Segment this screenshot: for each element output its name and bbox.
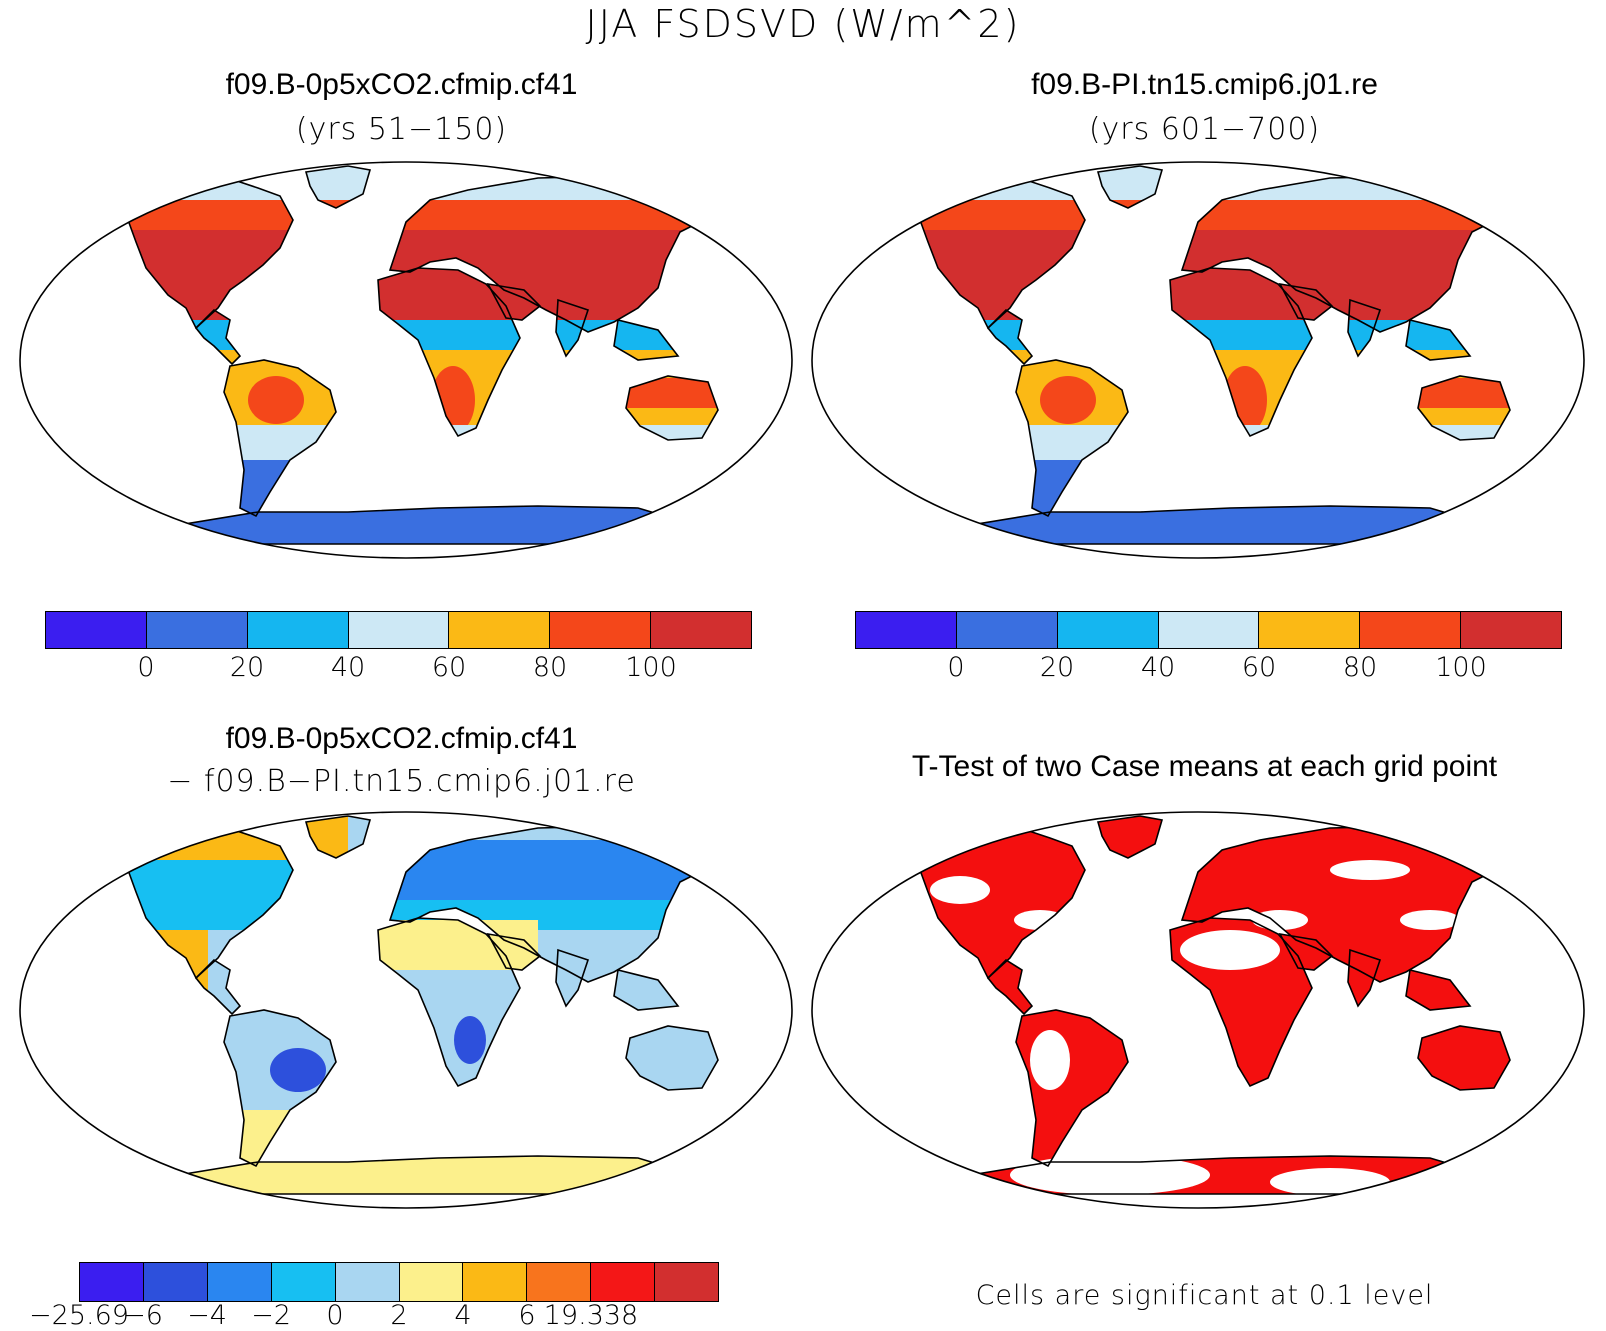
- colorbar-segment: [550, 612, 652, 648]
- colorbar-segment: [1158, 612, 1260, 648]
- colorbar-tick-label: −4: [187, 1300, 227, 1331]
- colorbar-tick-label: 19.338: [543, 1300, 639, 1331]
- colorbar-tick-label: −2: [251, 1300, 291, 1331]
- colorbar-segment: [1259, 612, 1361, 648]
- colorbar-segment: [655, 1263, 719, 1301]
- colorbar-tick-label: 80: [532, 652, 568, 683]
- colorbar-segment: [80, 1263, 144, 1301]
- colorbar-segment: [651, 612, 752, 648]
- panel-br-title: T-Test of two Case means at each grid po…: [911, 750, 1498, 783]
- map-panel-tl: [19, 161, 793, 559]
- colorbar-tick-label: −25.69: [29, 1300, 129, 1331]
- colorbar-segment: [591, 1263, 656, 1301]
- colorbar-segment: [1360, 612, 1462, 648]
- colorbar-diff: [79, 1262, 719, 1302]
- colorbar-segment: [856, 612, 957, 648]
- colorbar-segment: [449, 612, 551, 648]
- colorbar-segment: [207, 1263, 272, 1301]
- colorbar-segment: [335, 1263, 400, 1301]
- colorbar-tick-label: 20: [1039, 652, 1075, 683]
- colorbar-tick-label: 100: [1435, 652, 1487, 683]
- colorbar-segment: [463, 1263, 528, 1301]
- colorbar-segment: [348, 612, 450, 648]
- colorbar-segment: [143, 1263, 208, 1301]
- colorbar-segment: [46, 612, 147, 648]
- map-panel-br: [811, 811, 1585, 1209]
- map-panel-tr: [811, 161, 1585, 559]
- colorbar-tick-label: 100: [625, 652, 677, 683]
- panel-bl-title: f09.B-0p5xCO2.cfmip.cf41: [225, 722, 578, 755]
- colorbar-tick-label: 0: [947, 652, 965, 683]
- colorbar-tick-label: 40: [330, 652, 366, 683]
- colorbar-tick-label: 0: [137, 652, 155, 683]
- colorbar-segment: [956, 612, 1058, 648]
- colorbar-tick-label: 80: [1342, 652, 1378, 683]
- colorbar-abs-right: [855, 611, 1562, 649]
- colorbar-tick-label: 40: [1140, 652, 1176, 683]
- map-panel-bl: [19, 811, 793, 1209]
- colorbar-tick-label: 60: [431, 652, 467, 683]
- panel-tl-title: f09.B-0p5xCO2.cfmip.cf41: [225, 68, 578, 101]
- panel-tl-subtitle: (yrs 51−150): [295, 112, 508, 147]
- colorbar-segment: [1057, 612, 1159, 648]
- panel-bl-subtitle: − f09.B−PI.tn15.cmip6.j01.re: [167, 764, 636, 799]
- colorbar-segment: [527, 1263, 592, 1301]
- colorbar-tick-label: 6: [518, 1300, 536, 1331]
- colorbar-segment: [146, 612, 248, 648]
- figure-title: JJA FSDSVD (W/m^2): [585, 2, 1021, 46]
- ttest-note: Cells are significant at 0.1 level: [975, 1280, 1434, 1311]
- colorbar-tick-label: 0: [326, 1300, 344, 1331]
- panel-tr-subtitle: (yrs 601−700): [1088, 112, 1321, 147]
- colorbar-abs-left: [45, 611, 752, 649]
- colorbar-tick-label: 20: [229, 652, 265, 683]
- colorbar-segment: [399, 1263, 464, 1301]
- panel-tr-title: f09.B-PI.tn15.cmip6.j01.re: [1031, 68, 1378, 101]
- colorbar-segment: [271, 1263, 336, 1301]
- colorbar-segment: [1461, 612, 1562, 648]
- colorbar-tick-label: 60: [1241, 652, 1277, 683]
- colorbar-tick-label: 2: [390, 1300, 408, 1331]
- colorbar-tick-label: −6: [123, 1300, 163, 1331]
- colorbar-tick-label: 4: [454, 1300, 472, 1331]
- colorbar-segment: [247, 612, 349, 648]
